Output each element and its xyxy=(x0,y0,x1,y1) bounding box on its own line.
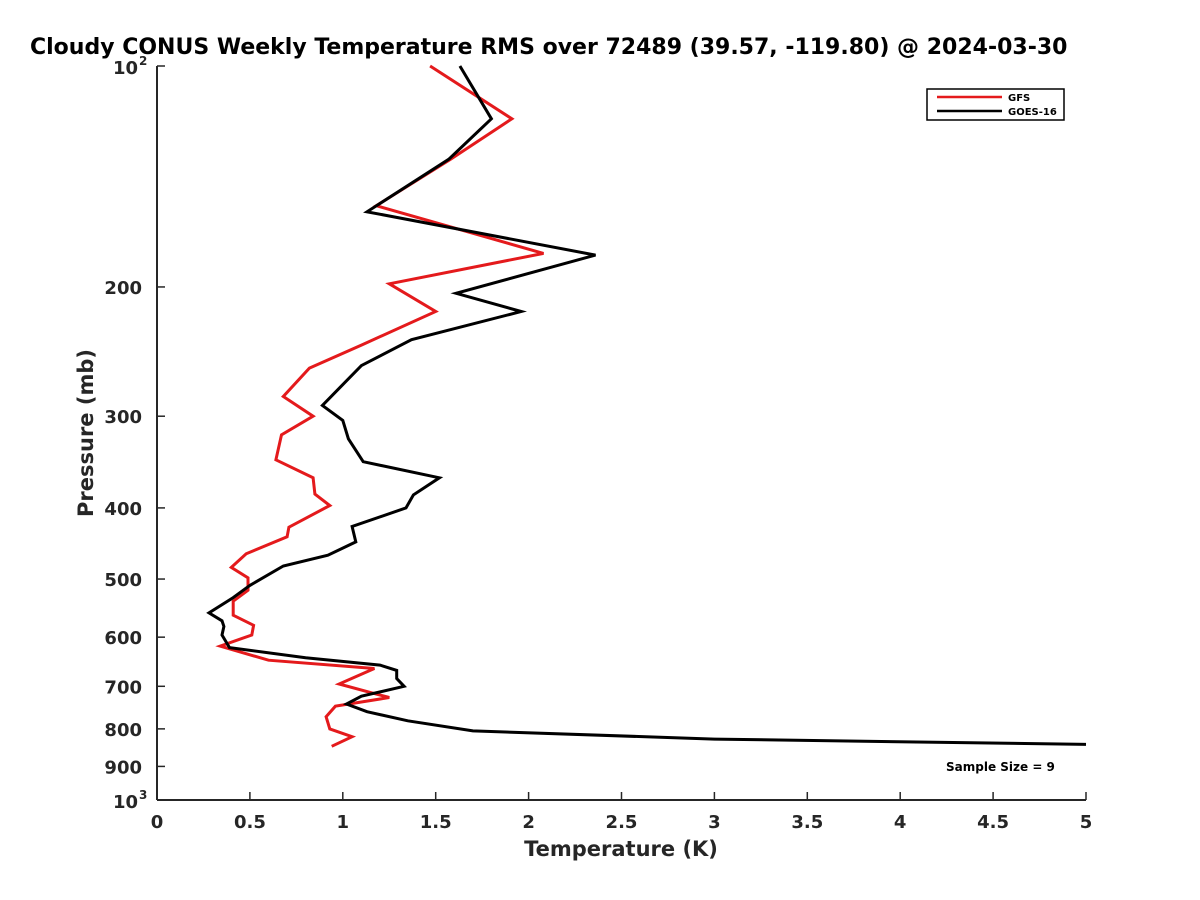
y-tick-label: 10 xyxy=(113,792,138,813)
x-axis-label: Temperature (K) xyxy=(524,837,718,861)
x-tick-label: 3.5 xyxy=(791,812,823,833)
x-tick-label: 3 xyxy=(708,812,721,833)
sample-size-annotation: Sample Size = 9 xyxy=(946,760,1055,774)
x-tick-label: 1 xyxy=(337,812,350,833)
y-tick-label: 200 xyxy=(104,278,142,299)
x-tick-label: 2 xyxy=(522,812,535,833)
y-tick-label: 300 xyxy=(104,407,142,428)
legend-label-gfs: GFS xyxy=(1008,93,1030,104)
y-axis-label: Pressure (mb) xyxy=(74,349,98,517)
x-tick-label: 1.5 xyxy=(420,812,452,833)
y-tick-exponent: 2 xyxy=(139,54,147,68)
plot-lines xyxy=(206,64,1087,748)
x-tick-label: 5 xyxy=(1080,812,1093,833)
y-tick-label: 800 xyxy=(104,720,142,741)
y-tick-label: 400 xyxy=(104,499,142,520)
x-tick-label: 0.5 xyxy=(234,812,266,833)
y-tick-label: 700 xyxy=(104,677,142,698)
chart-title: Cloudy CONUS Weekly Temperature RMS over… xyxy=(30,35,1067,60)
y-tick-label: 600 xyxy=(104,628,142,649)
y-tick-label: 500 xyxy=(104,570,142,591)
x-ticks: 0 0.5 1 1.5 2 2.5 3 3.5 4 4.5 5 xyxy=(151,792,1093,833)
legend: GFS GOES-16 xyxy=(926,88,1065,121)
x-tick-label: 0 xyxy=(151,812,164,833)
x-tick-label: 4.5 xyxy=(977,812,1009,833)
x-tick-label: 4 xyxy=(894,812,907,833)
legend-label-goes-16: GOES-16 xyxy=(1008,107,1057,118)
legend-box xyxy=(926,88,1065,121)
y-tick-label: 10 xyxy=(113,58,138,79)
series-line-goes-16 xyxy=(206,65,1087,746)
y-tick-label: 900 xyxy=(104,757,142,778)
y-tick-exponent: 3 xyxy=(139,788,147,802)
x-tick-label: 2.5 xyxy=(606,812,638,833)
